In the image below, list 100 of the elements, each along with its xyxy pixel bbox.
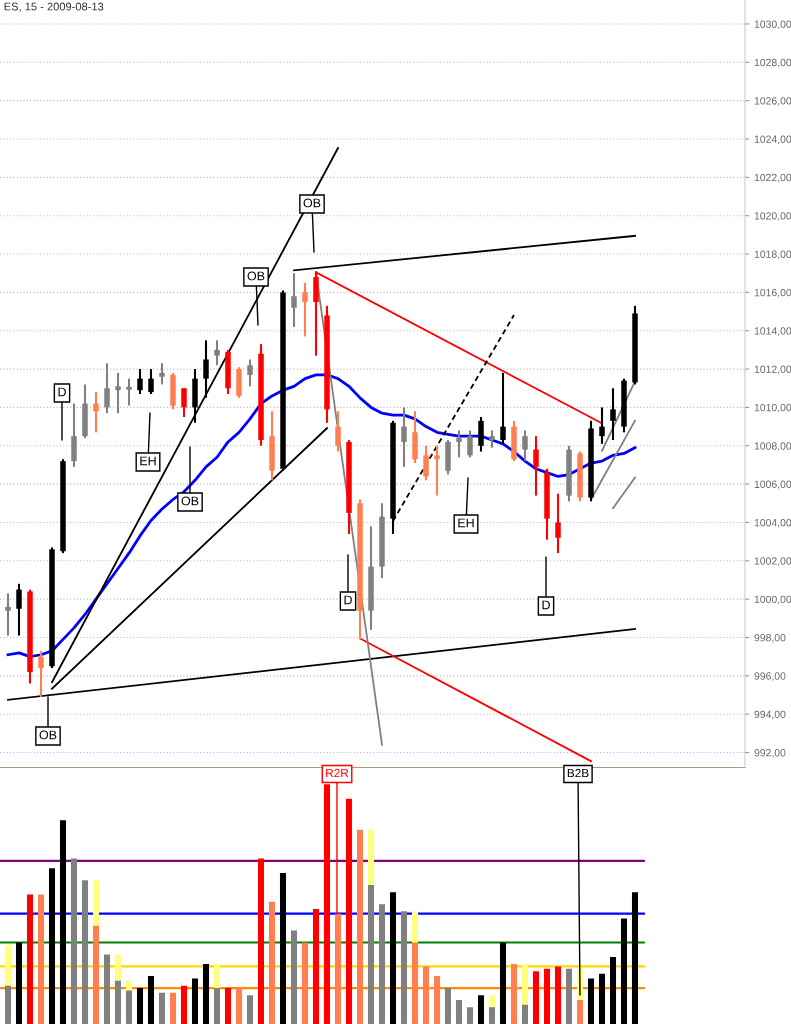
y-tick-label: 1028,00 <box>754 58 791 68</box>
bar <box>521 1004 529 1024</box>
y-tick-label: 998,00 <box>754 634 786 643</box>
candlestick <box>181 387 187 419</box>
candlestick <box>500 371 506 445</box>
bar <box>400 911 408 1024</box>
bar <box>279 872 287 1024</box>
candlestick <box>247 358 253 388</box>
candlestick <box>522 429 528 463</box>
bar <box>114 980 122 1024</box>
candlestick <box>5 592 11 637</box>
candlestick <box>137 368 143 396</box>
bar <box>37 894 45 1024</box>
candlestick <box>401 406 407 468</box>
bar <box>620 918 628 1024</box>
bar <box>213 988 221 1024</box>
bar <box>499 942 507 1024</box>
bar <box>92 925 100 1024</box>
y-tick-label: 1008,00 <box>754 442 791 451</box>
bar <box>356 829 364 1024</box>
candlestick <box>148 368 154 396</box>
bar <box>268 901 276 1024</box>
y-tick-label: 1018,00 <box>754 250 791 260</box>
candlestick <box>533 435 539 497</box>
bar <box>191 978 199 1024</box>
y-tick-label: 1004,00 <box>754 518 791 528</box>
bar <box>543 968 551 1024</box>
annotation: OB <box>39 730 57 740</box>
bar <box>257 858 265 1024</box>
bar <box>202 964 210 1024</box>
bar <box>312 908 320 1024</box>
bar <box>301 942 309 1024</box>
bar <box>477 995 485 1024</box>
candlestick <box>104 362 110 415</box>
candlestick <box>38 649 44 698</box>
annotation: D <box>58 387 66 397</box>
bar <box>576 1000 584 1024</box>
candlestick <box>159 362 165 386</box>
chart-title: ES, 15 - 2009-08-13 <box>4 2 104 12</box>
candlestick <box>214 339 220 367</box>
candlestick <box>555 492 561 555</box>
y-tick-label: 1002,00 <box>754 557 791 566</box>
bar <box>235 988 243 1024</box>
bar <box>444 988 452 1024</box>
bar <box>246 995 254 1024</box>
annotation: OB <box>303 198 321 208</box>
bar <box>554 966 562 1024</box>
bar <box>125 990 133 1024</box>
candlestick <box>291 272 297 328</box>
bar <box>378 904 386 1024</box>
bar <box>609 956 617 1024</box>
candlestick <box>203 339 209 399</box>
bar <box>345 798 353 1024</box>
y-tick-label: 1024,00 <box>754 135 791 145</box>
candlestick <box>610 387 616 442</box>
annotation: EH <box>458 518 474 528</box>
bar <box>367 884 375 1024</box>
candlestick <box>599 406 605 445</box>
y-tick-label: 1030,00 <box>754 20 791 30</box>
bar <box>4 985 12 1024</box>
candlestick <box>456 429 462 459</box>
y-tick-label: 1012,00 <box>754 365 791 375</box>
bar <box>15 942 23 1024</box>
candlestick <box>467 429 473 459</box>
candlestick <box>434 444 440 497</box>
bar <box>334 913 342 1024</box>
bar <box>158 992 166 1024</box>
annotation: D <box>542 600 550 610</box>
candlestick <box>423 444 429 482</box>
y-tick-label: 1022,00 <box>754 173 791 183</box>
candlestick <box>93 391 99 434</box>
bar <box>532 971 540 1024</box>
bar <box>59 820 67 1024</box>
bar <box>455 1000 463 1024</box>
candlestick <box>16 582 22 637</box>
bar <box>631 892 639 1024</box>
bar <box>411 942 419 1024</box>
bar <box>466 1007 474 1024</box>
candlestick <box>335 410 341 453</box>
y-tick-label: 1016,00 <box>754 288 791 298</box>
bar <box>136 988 144 1024</box>
bar <box>433 976 441 1024</box>
bar <box>224 988 232 1024</box>
y-tick-label: 1020,00 <box>754 212 791 221</box>
bar <box>81 880 89 1024</box>
candlestick <box>302 281 308 338</box>
bar <box>290 930 298 1024</box>
y-tick-label: 1014,00 <box>754 327 791 336</box>
bar <box>48 868 56 1024</box>
bar <box>147 976 155 1024</box>
y-tick-label: 996,00 <box>754 672 786 681</box>
bar <box>598 973 606 1024</box>
bar <box>103 954 111 1024</box>
bar <box>510 964 518 1024</box>
y-tick-label: 1010,00 <box>754 403 791 413</box>
y-tick-label: 1026,00 <box>754 97 791 106</box>
annotation: OB <box>247 271 265 281</box>
candlestick <box>115 371 121 415</box>
bar <box>26 894 34 1024</box>
text: B2B <box>567 768 589 778</box>
